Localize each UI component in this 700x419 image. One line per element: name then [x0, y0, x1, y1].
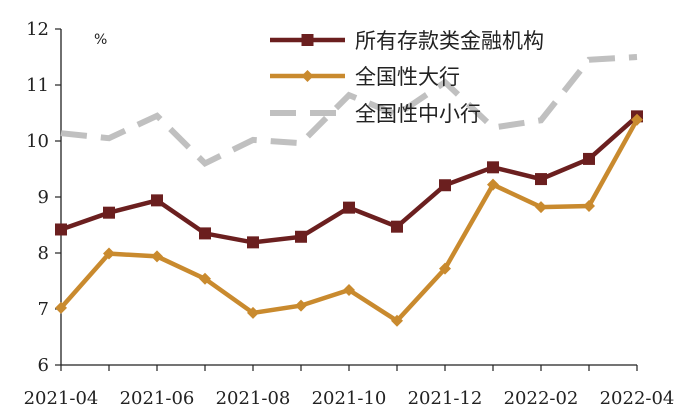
legend-label: 全国性大行	[355, 65, 460, 89]
data-point	[439, 179, 451, 192]
series-line	[60, 114, 639, 245]
data-point	[55, 301, 67, 314]
x-tick-label: 2021-10	[312, 388, 387, 409]
series-1	[55, 110, 643, 249]
legend-item-3: 全国性中小行	[270, 102, 481, 126]
x-tick-label: 2022-04	[600, 388, 675, 409]
legend-item-2: 全国性大行	[270, 65, 460, 89]
data-point	[343, 283, 355, 296]
legend-marker	[301, 70, 314, 82]
data-point	[151, 194, 163, 207]
y-tick-label: 12	[26, 19, 49, 40]
data-point	[391, 314, 403, 327]
data-point	[247, 306, 259, 319]
data-point	[343, 201, 355, 214]
data-point	[535, 173, 547, 186]
data-point	[247, 236, 259, 249]
data-point	[487, 161, 499, 174]
data-point	[151, 250, 163, 263]
series-layer	[55, 54, 643, 327]
data-point	[55, 223, 67, 236]
legend-item-1: 所有存款类金融机构	[270, 29, 544, 53]
series-3	[60, 54, 638, 168]
data-point	[199, 272, 211, 285]
series-2	[55, 113, 643, 327]
data-point	[295, 299, 307, 312]
data-point	[439, 262, 451, 275]
data-point	[295, 230, 307, 243]
data-point	[103, 247, 115, 260]
x-tick-label: 2021-04	[24, 388, 99, 409]
x-tick-label: 2022-02	[504, 388, 579, 409]
y-tick-label: 7	[38, 299, 49, 320]
data-point	[535, 201, 547, 214]
y-tick-label: 10	[26, 131, 49, 152]
y-tick-label: 6	[38, 355, 49, 376]
data-point	[583, 199, 595, 212]
x-tick-label: 2021-12	[408, 388, 483, 409]
data-point	[391, 220, 403, 233]
data-point	[103, 206, 115, 219]
y-tick-label: 11	[26, 75, 49, 96]
y-unit-label: %	[94, 32, 107, 48]
data-point	[631, 113, 643, 126]
data-point	[583, 152, 595, 165]
axes: 6 7 8 9 10 11 12 2021-04 2021-06 2021-08 2021-10 20…	[24, 19, 675, 409]
legend-label: 全国性中小行	[355, 102, 481, 126]
y-tick-label: 9	[38, 187, 49, 208]
x-tick-label: 2021-06	[120, 388, 195, 409]
data-point	[199, 227, 211, 240]
x-tick-label: 2021-08	[216, 388, 291, 409]
series-line	[60, 54, 638, 168]
data-point	[487, 178, 499, 191]
legend-marker	[301, 34, 314, 46]
y-tick-label: 8	[38, 243, 49, 264]
legend-label: 所有存款类金融机构	[355, 29, 544, 53]
